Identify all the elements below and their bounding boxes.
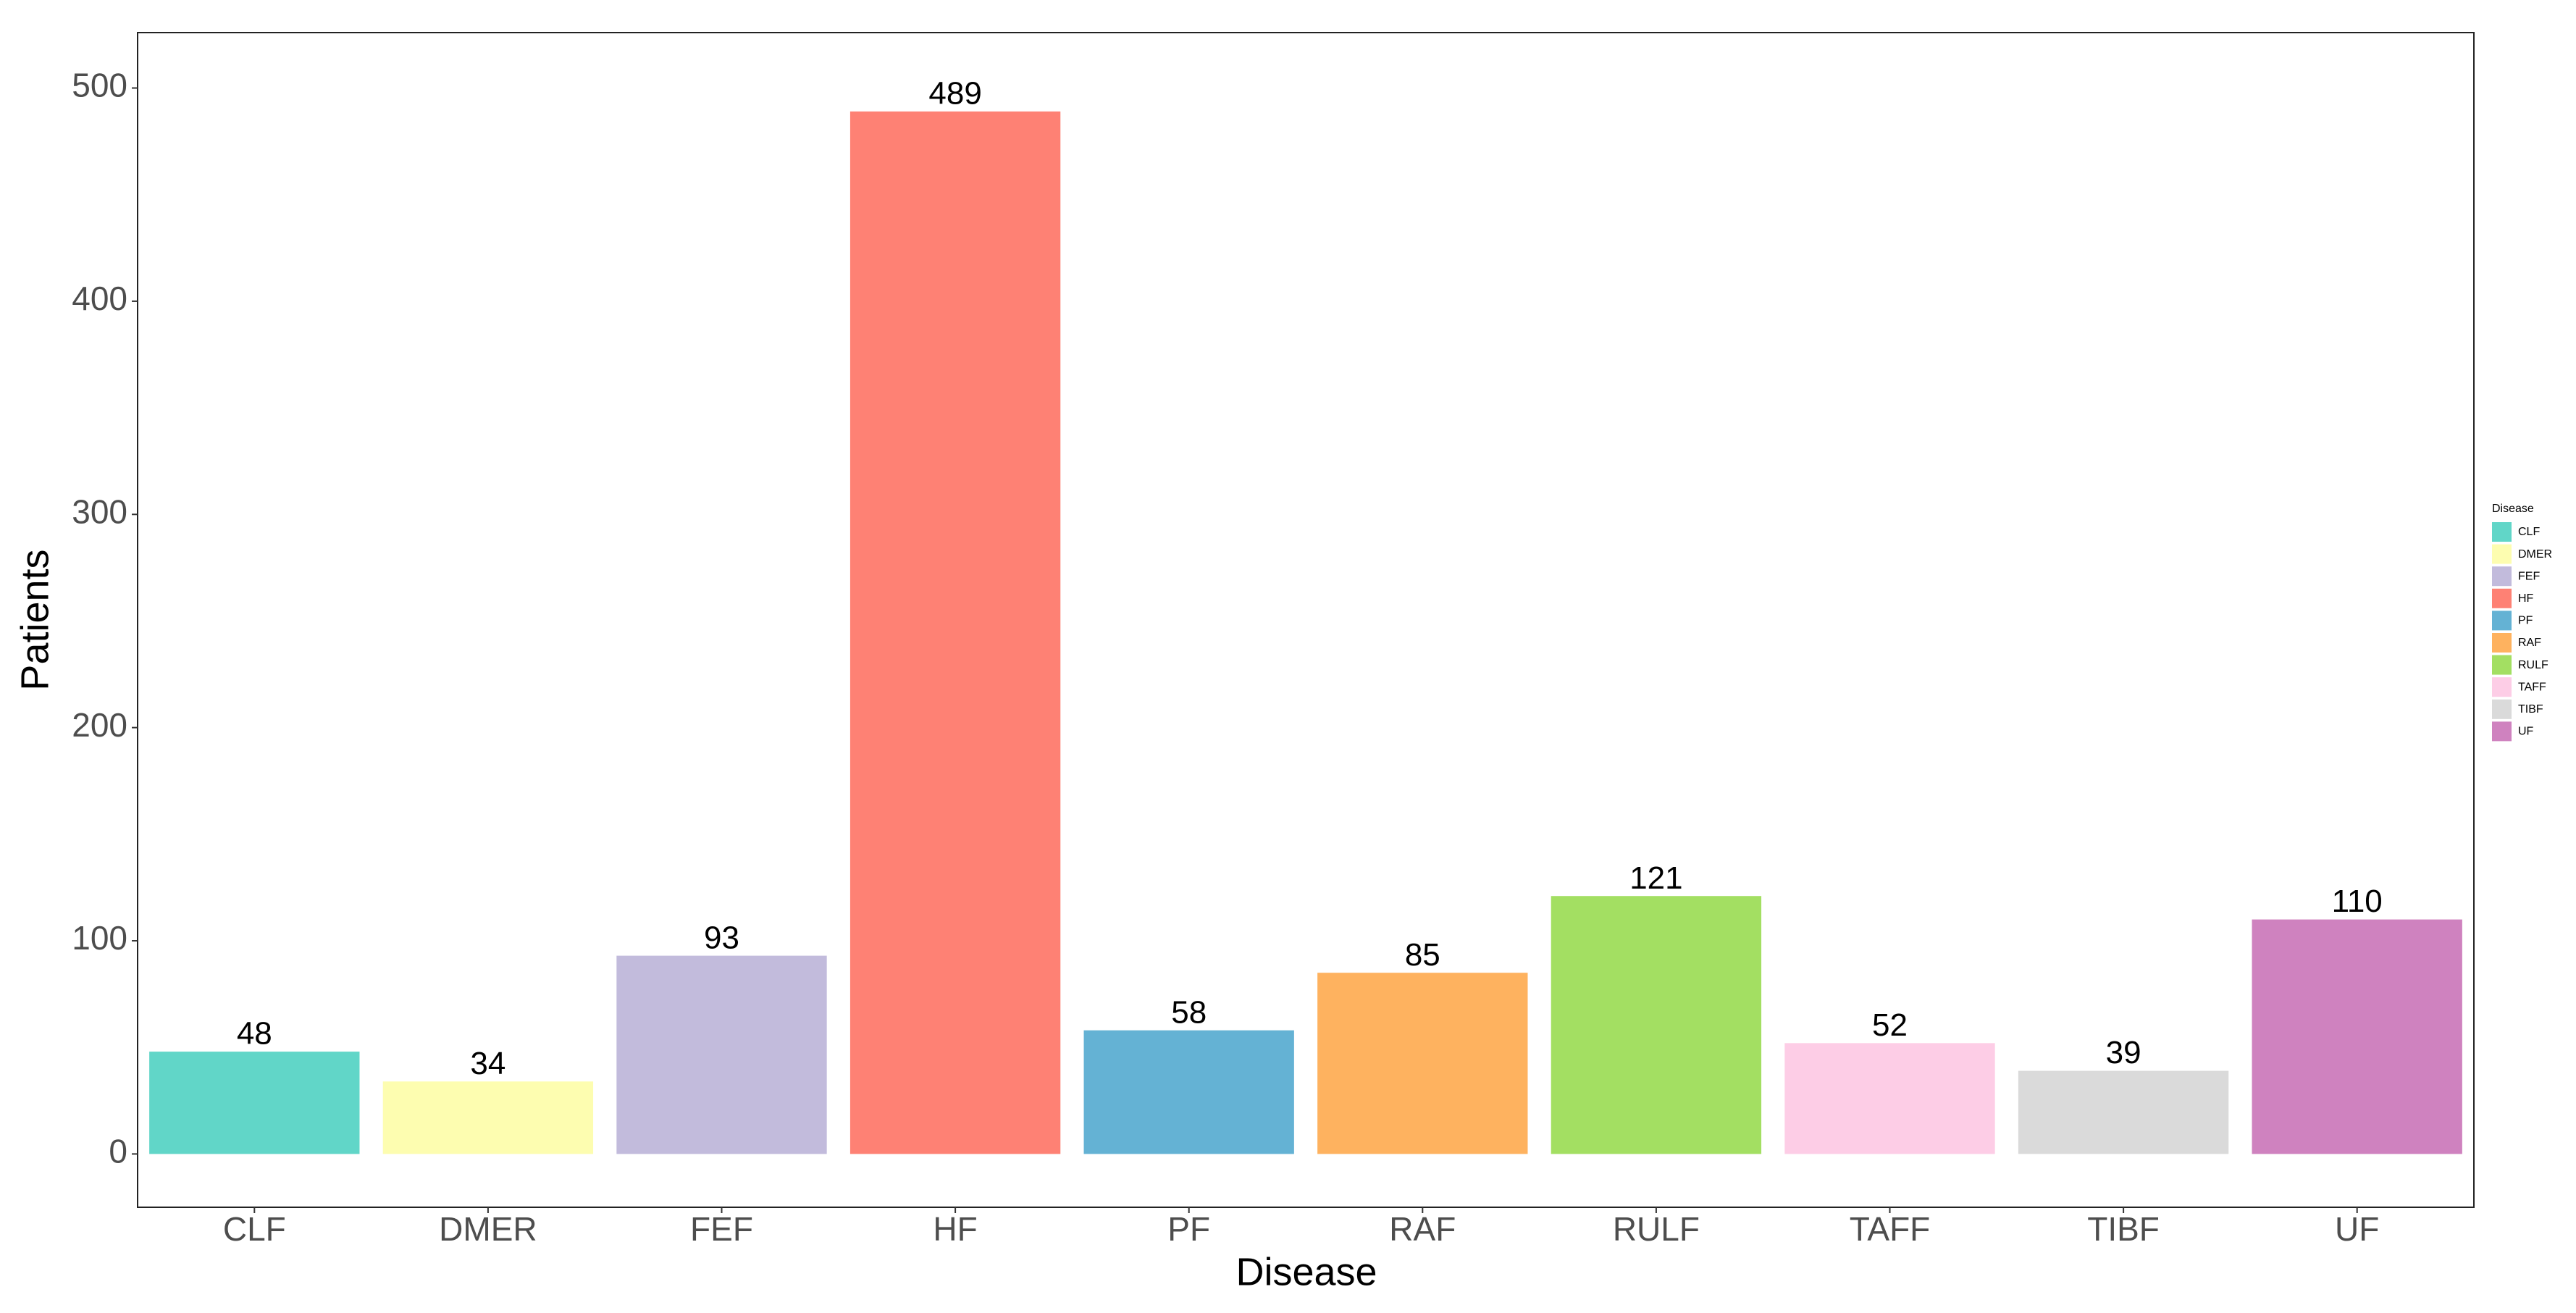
legend-label: TAFF xyxy=(2518,681,2546,693)
legend-swatch xyxy=(2492,699,2512,719)
y-tick-label: 0 xyxy=(109,1133,127,1170)
value-label: 93 xyxy=(704,920,739,955)
x-tick-label: HF xyxy=(933,1210,977,1248)
value-label: 121 xyxy=(1629,860,1682,896)
x-tick-label: PF xyxy=(1167,1210,1210,1248)
x-tick-label: UF xyxy=(2335,1210,2379,1248)
x-tick-label: RULF xyxy=(1613,1210,1700,1248)
bar xyxy=(1317,973,1528,1154)
y-tick-label: 100 xyxy=(72,919,127,957)
bar xyxy=(1551,896,1762,1154)
legend-label: CLF xyxy=(2518,526,2540,538)
x-tick-label: DMER xyxy=(439,1210,537,1248)
y-tick-label: 400 xyxy=(72,280,127,317)
legend-label: TIBF xyxy=(2518,703,2543,716)
legend-swatch xyxy=(2492,677,2512,697)
legend-swatch xyxy=(2492,655,2512,675)
y-tick-label: 200 xyxy=(72,706,127,744)
value-label: 52 xyxy=(1872,1007,1908,1043)
bar xyxy=(2018,1070,2229,1154)
legend-swatch xyxy=(2492,588,2512,608)
legend-label: PF xyxy=(2518,615,2533,627)
legend-swatch xyxy=(2492,544,2512,564)
legend-label: DMER xyxy=(2518,548,2552,561)
legend-label: RULF xyxy=(2518,659,2548,671)
legend-swatch xyxy=(2492,611,2512,631)
bar xyxy=(1784,1043,1995,1154)
bar xyxy=(1083,1030,1294,1154)
legend-label: UF xyxy=(2518,726,2534,738)
bar xyxy=(149,1052,360,1154)
x-tick-label: FEF xyxy=(690,1210,753,1248)
bar xyxy=(382,1081,594,1154)
bar xyxy=(616,955,827,1154)
legend-swatch xyxy=(2492,522,2512,542)
legend-title: Disease xyxy=(2492,503,2534,515)
value-label: 85 xyxy=(1405,937,1440,973)
value-label: 489 xyxy=(928,76,981,112)
value-label: 58 xyxy=(1171,994,1207,1030)
y-tick-label: 500 xyxy=(72,67,127,104)
legend-label: FEF xyxy=(2518,570,2540,582)
value-label: 48 xyxy=(237,1016,272,1052)
legend-label: RAF xyxy=(2518,637,2541,649)
legend-swatch xyxy=(2492,721,2512,742)
x-tick-label: TIBF xyxy=(2087,1210,2160,1248)
legend-swatch xyxy=(2492,633,2512,653)
x-tick-label: RAF xyxy=(1389,1210,1456,1248)
legend-label: HF xyxy=(2518,592,2534,605)
x-axis-title: Disease xyxy=(1235,1250,1377,1293)
bar xyxy=(2252,919,2462,1154)
bar xyxy=(849,111,1061,1154)
value-label: 39 xyxy=(2106,1035,2141,1070)
y-axis-title: Patients xyxy=(13,549,56,690)
panel-border xyxy=(137,32,2475,1208)
x-tick-label: TAFF xyxy=(1850,1210,1931,1248)
value-label: 110 xyxy=(2332,884,2383,919)
value-label: 34 xyxy=(470,1046,505,1081)
y-tick-label: 300 xyxy=(72,492,127,530)
x-tick-label: CLF xyxy=(223,1210,286,1248)
legend-swatch xyxy=(2492,566,2512,587)
